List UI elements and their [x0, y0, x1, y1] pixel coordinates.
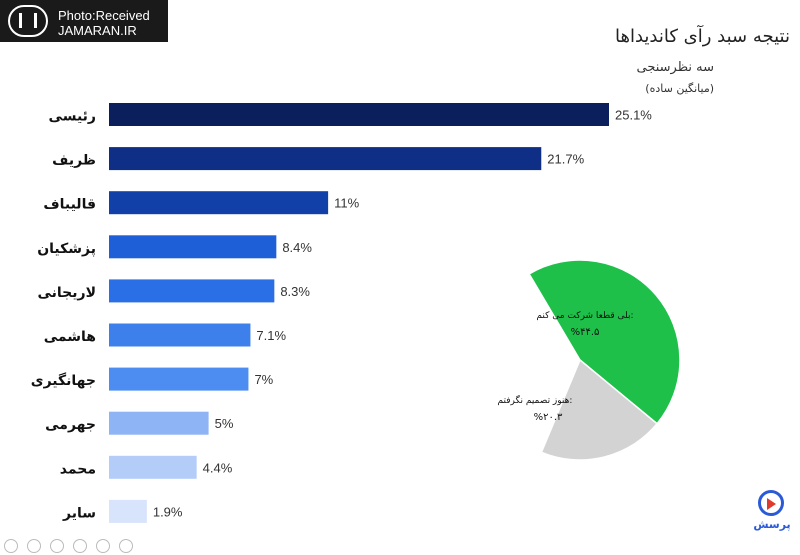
pie-value-label: %۴۴.۵ [571, 327, 600, 338]
data-label: 8.4% [282, 240, 312, 255]
source-line-1: Photo:Received [58, 8, 150, 23]
expand-icon[interactable] [96, 538, 111, 553]
source-line-2: JAMARAN.IR [58, 23, 137, 38]
brand-name: پرسش [753, 518, 791, 531]
chart-title: نتیجه سبد رآی کاندیداها [615, 26, 790, 47]
options-icon[interactable] [119, 538, 134, 553]
data-label: 4.4% [203, 460, 233, 475]
brand-play-icon [758, 490, 784, 516]
data-label: 1.9% [153, 504, 183, 519]
pie-value-label: %۲۰.۳ [534, 412, 563, 423]
data-label: 11% [334, 196, 359, 211]
bar [109, 191, 329, 215]
category-label: جهرمی [45, 417, 96, 433]
forward-icon[interactable] [50, 538, 65, 553]
bar [109, 455, 197, 479]
data-label: 8.3% [280, 284, 310, 299]
brand-logo: پرسش [752, 490, 792, 538]
category-label: سایر [62, 505, 96, 521]
category-label: جهانگیری [31, 372, 96, 389]
back-icon[interactable] [4, 538, 18, 553]
category-label: محمد [60, 461, 96, 477]
data-label: 7% [254, 372, 273, 387]
category-label: رئیسی [49, 109, 96, 125]
chart-subtitle: سه نظرسنجی [636, 60, 714, 75]
slide-toolbar [4, 535, 137, 553]
bar [109, 323, 251, 347]
news-logo-icon [8, 5, 48, 37]
play-icon[interactable] [27, 538, 42, 553]
bar [109, 499, 147, 523]
category-label: لاریجانی [37, 285, 96, 301]
bar [109, 103, 609, 126]
bar [109, 411, 209, 435]
copy-icon[interactable] [73, 538, 88, 553]
category-label: هاشمی [44, 329, 96, 345]
data-label: 7.1% [256, 328, 286, 343]
data-label: 5% [215, 416, 234, 431]
data-label: 21.7% [547, 152, 584, 167]
source-badge: Photo:Received JAMARAN.IR [0, 0, 168, 42]
category-label: پزشکیان [37, 241, 96, 257]
category-label: ظریف [52, 153, 96, 169]
data-label: 25.1% [615, 108, 652, 123]
pie-slice [528, 259, 681, 425]
chart-note: (میانگین ساده) [645, 82, 714, 95]
bar [109, 367, 249, 391]
category-label: قالیباف [43, 197, 96, 213]
bar [109, 147, 542, 171]
pie-label: هنوز تصمیم نگرفتم: [498, 394, 573, 406]
pie-slice [540, 358, 659, 461]
pie-label: بلی قطعا شرکت می کنم: [536, 311, 633, 321]
bar [109, 279, 275, 303]
bar [109, 235, 277, 259]
